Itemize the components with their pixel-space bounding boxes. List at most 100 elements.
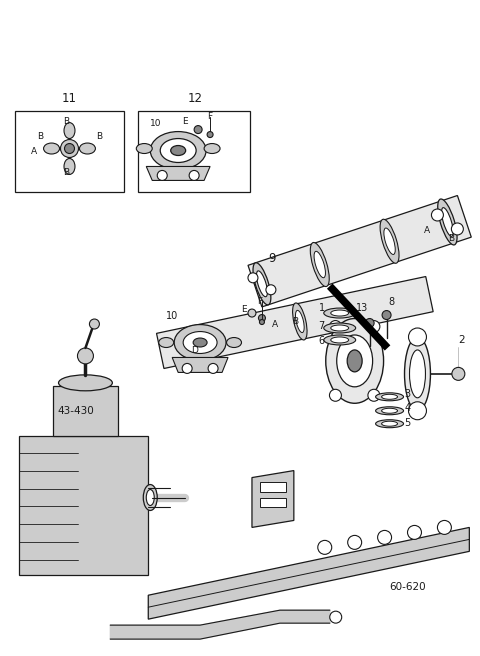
Ellipse shape (382, 421, 397, 426)
Circle shape (408, 525, 421, 539)
Circle shape (452, 367, 465, 380)
Text: 43-430: 43-430 (57, 406, 94, 416)
Text: 7: 7 (319, 321, 325, 331)
Circle shape (207, 132, 213, 138)
Ellipse shape (324, 335, 356, 345)
Text: 11: 11 (62, 92, 77, 105)
Circle shape (368, 321, 380, 333)
Circle shape (368, 389, 380, 401)
Ellipse shape (336, 335, 372, 387)
Circle shape (348, 535, 361, 549)
Text: 3: 3 (405, 389, 410, 399)
Text: 8: 8 (388, 297, 395, 307)
Circle shape (329, 321, 341, 333)
Ellipse shape (382, 394, 397, 400)
Circle shape (260, 319, 264, 325)
Text: A: A (424, 226, 431, 235)
Text: 6: 6 (319, 336, 325, 346)
Circle shape (208, 363, 218, 373)
Circle shape (248, 309, 256, 317)
Ellipse shape (183, 331, 217, 354)
Ellipse shape (160, 138, 196, 163)
Circle shape (378, 531, 392, 544)
Ellipse shape (331, 310, 348, 316)
Text: B: B (37, 132, 44, 141)
Polygon shape (148, 527, 469, 619)
Circle shape (258, 314, 265, 321)
Circle shape (182, 363, 192, 373)
Bar (15, 111, 124, 192)
Ellipse shape (376, 393, 404, 401)
Circle shape (248, 273, 258, 283)
Ellipse shape (382, 408, 397, 413)
Text: F: F (207, 112, 213, 121)
Ellipse shape (64, 123, 75, 138)
Ellipse shape (384, 228, 395, 255)
Ellipse shape (64, 159, 75, 174)
Polygon shape (52, 386, 119, 436)
Ellipse shape (174, 325, 226, 360)
Ellipse shape (193, 338, 207, 347)
Text: 2: 2 (458, 335, 465, 345)
Bar (260, 482, 286, 491)
Ellipse shape (376, 407, 404, 415)
Text: 60-620: 60-620 (389, 583, 426, 592)
Polygon shape (110, 610, 330, 639)
Ellipse shape (314, 251, 325, 277)
Ellipse shape (136, 144, 152, 154)
Ellipse shape (59, 375, 112, 391)
Text: B: B (63, 117, 70, 126)
Bar (260, 497, 286, 508)
Polygon shape (248, 195, 471, 307)
Text: 4: 4 (405, 403, 410, 413)
Ellipse shape (146, 489, 154, 506)
Ellipse shape (150, 132, 206, 169)
Text: F: F (257, 297, 263, 306)
Ellipse shape (256, 271, 267, 297)
Ellipse shape (324, 308, 356, 318)
Polygon shape (172, 358, 228, 373)
Circle shape (60, 140, 78, 157)
Ellipse shape (253, 263, 271, 305)
Ellipse shape (380, 219, 399, 263)
Text: A: A (272, 319, 278, 329)
Ellipse shape (347, 350, 362, 372)
Text: 13: 13 (356, 303, 368, 313)
Circle shape (408, 401, 426, 420)
Circle shape (77, 348, 94, 364)
Ellipse shape (204, 144, 220, 154)
Circle shape (437, 520, 451, 535)
Circle shape (330, 611, 342, 623)
Circle shape (451, 223, 463, 235)
Circle shape (194, 125, 202, 134)
Ellipse shape (144, 485, 157, 510)
Text: E: E (182, 117, 188, 126)
Text: B: B (96, 132, 102, 141)
Ellipse shape (80, 143, 96, 154)
Text: A: A (31, 147, 36, 156)
Ellipse shape (324, 323, 356, 333)
Ellipse shape (331, 325, 348, 331)
Text: 12: 12 (188, 92, 203, 105)
Bar (138, 111, 250, 192)
Polygon shape (156, 277, 433, 369)
Text: B: B (448, 234, 455, 243)
Circle shape (189, 171, 199, 180)
Text: 5: 5 (404, 418, 410, 428)
Ellipse shape (442, 207, 453, 236)
Ellipse shape (171, 146, 186, 155)
Circle shape (382, 310, 391, 319)
Text: 1: 1 (319, 303, 325, 313)
Ellipse shape (293, 303, 307, 340)
Ellipse shape (159, 338, 174, 348)
Text: 10: 10 (149, 119, 161, 128)
Circle shape (318, 541, 332, 554)
Text: 10: 10 (166, 311, 179, 321)
Ellipse shape (405, 337, 431, 411)
Circle shape (408, 328, 426, 346)
Ellipse shape (438, 199, 457, 245)
Text: 9: 9 (268, 252, 276, 265)
Text: D: D (191, 346, 198, 356)
Circle shape (329, 389, 341, 401)
Ellipse shape (326, 319, 384, 403)
